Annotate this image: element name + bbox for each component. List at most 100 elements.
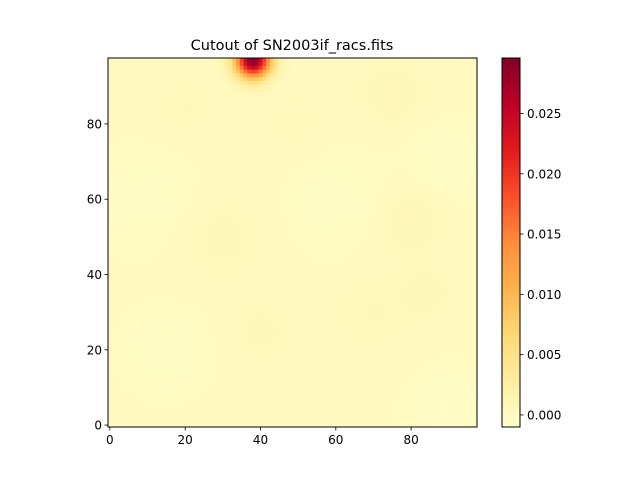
heatmap-cell: [315, 393, 320, 398]
heatmap-cell: [202, 396, 207, 401]
heatmap-cell: [254, 351, 259, 356]
heatmap-cell: [360, 272, 365, 277]
heatmap-cell: [379, 314, 384, 319]
heatmap-cell: [322, 404, 327, 409]
heatmap-cell: [153, 340, 158, 345]
heatmap-cell: [352, 332, 357, 337]
heatmap-cell: [315, 385, 320, 390]
heatmap-cell: [386, 302, 391, 307]
heatmap-cell: [375, 362, 380, 368]
heatmap-cell: [277, 362, 282, 368]
heatmap-cell: [273, 310, 278, 315]
heatmap-cell: [364, 250, 369, 255]
heatmap-cell: [401, 340, 406, 345]
heatmap-cell: [367, 329, 372, 334]
heatmap-cell: [145, 389, 150, 394]
heatmap-cell: [296, 336, 301, 341]
heatmap-cell: [296, 370, 301, 375]
heatmap-cell: [311, 298, 316, 304]
heatmap-cell: [258, 423, 263, 428]
heatmap-cell: [450, 310, 455, 315]
heatmap-cell: [108, 261, 113, 266]
heatmap-cell: [251, 423, 256, 428]
heatmap-cell: [254, 362, 259, 368]
heatmap-cell: [164, 404, 169, 409]
heatmap-cell: [183, 366, 188, 371]
heatmap-cell: [397, 396, 403, 401]
heatmap-cell: [420, 310, 425, 315]
heatmap-cell: [243, 393, 248, 398]
heatmap-cell: [164, 234, 169, 240]
heatmap-cell: [326, 415, 331, 420]
heatmap-cell: [168, 408, 173, 413]
heatmap-cell: [247, 344, 252, 349]
heatmap-cell: [160, 238, 165, 243]
heatmap-cell: [239, 280, 244, 285]
heatmap-cell: [138, 306, 143, 311]
heatmap-cell: [239, 317, 244, 322]
heatmap-cell: [379, 325, 384, 330]
heatmap-cell: [224, 321, 229, 326]
heatmap-cell: [454, 351, 459, 356]
heatmap-cell: [416, 362, 421, 368]
heatmap-cell: [292, 362, 297, 368]
heatmap-cell: [123, 404, 128, 409]
heatmap-cell: [405, 310, 410, 315]
heatmap-cell: [183, 280, 188, 285]
heatmap-cell: [296, 385, 301, 390]
heatmap-cell: [156, 291, 162, 296]
heatmap-cell: [258, 257, 263, 262]
heatmap-cell: [126, 238, 131, 243]
heatmap-cell: [382, 317, 387, 322]
heatmap-cell: [431, 268, 436, 273]
heatmap-cell: [473, 381, 478, 386]
heatmap-cell: [345, 415, 350, 420]
heatmap-cell: [164, 276, 169, 281]
heatmap-cell: [424, 408, 429, 413]
heatmap-cell: [269, 306, 275, 311]
heatmap-cell: [397, 268, 403, 273]
heatmap-cell: [401, 295, 406, 300]
heatmap-cell: [243, 321, 248, 326]
heatmap-cell: [119, 404, 124, 409]
heatmap-cell: [345, 268, 350, 273]
heatmap-cell: [164, 253, 169, 258]
heatmap-cell: [300, 265, 305, 270]
heatmap-cell: [386, 336, 391, 341]
heatmap-cell: [134, 250, 139, 255]
heatmap-cell: [435, 257, 440, 262]
heatmap-cell: [220, 408, 226, 413]
heatmap-cell: [435, 347, 440, 353]
heatmap-cell: [160, 344, 165, 349]
heatmap-cell: [348, 257, 354, 262]
heatmap-cell: [239, 238, 244, 243]
heatmap-cell: [232, 291, 237, 296]
heatmap-cell: [450, 411, 455, 417]
heatmap-cell: [138, 246, 143, 251]
heatmap-cell: [303, 265, 308, 270]
heatmap-cell: [416, 283, 421, 289]
heatmap-cell: [409, 366, 414, 371]
heatmap-cell: [379, 344, 384, 349]
heatmap-cell: [348, 272, 354, 277]
heatmap-cell: [412, 238, 418, 243]
heatmap-cell: [217, 317, 222, 322]
heatmap-cell: [397, 381, 403, 386]
heatmap-cell: [348, 370, 354, 375]
heatmap-cell: [164, 257, 169, 262]
heatmap-cell: [213, 295, 218, 300]
heatmap-cell: [300, 381, 305, 386]
heatmap-cell: [273, 242, 278, 247]
heatmap-cell: [311, 362, 316, 368]
heatmap-cell: [367, 280, 372, 285]
heatmap-cell: [202, 253, 207, 258]
heatmap-cell: [401, 400, 406, 405]
heatmap-cell: [454, 234, 459, 240]
heatmap-cell: [375, 332, 380, 337]
heatmap-cell: [269, 396, 275, 401]
heatmap-cell: [153, 374, 158, 379]
heatmap-cell: [473, 396, 478, 401]
heatmap-cell: [236, 366, 241, 371]
heatmap-cell: [251, 238, 256, 243]
heatmap-cell: [119, 306, 124, 311]
